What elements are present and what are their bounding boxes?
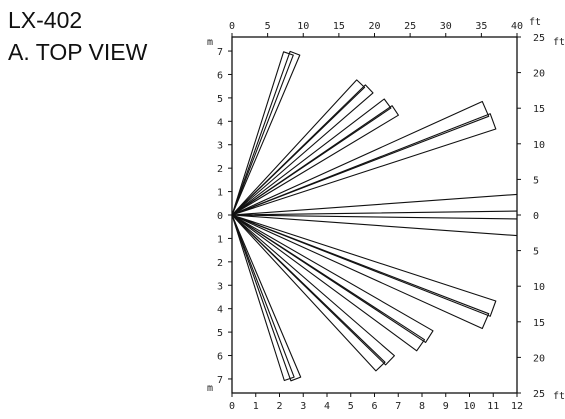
detection-beam [232,214,490,330]
right-ft-tick-label: 5 [533,175,539,186]
left-m-tick-label: 1 [217,188,223,199]
detection-beam [232,214,517,237]
detection-beam [232,214,395,366]
detection-beam [232,98,392,216]
bottom-m-tick-label: 5 [348,401,354,412]
bottom-m-tick-label: 4 [324,401,330,412]
top-ft-tick-label: 5 [265,21,271,32]
detection-beam [232,214,426,352]
right-ft-tick-label: 5 [533,247,539,258]
top-ft-unit-label: ft [529,17,541,28]
right-ft-tick-label: 15 [533,318,545,329]
view-title: A. TOP VIEW [8,39,148,65]
plot-frame [231,36,518,394]
right-ft-unit-label-bottom: ft [553,391,565,402]
top-ft-tick-label: 35 [475,21,487,32]
bottom-m-tick-label: 0 [229,401,235,412]
bottom-m-tick-label: 8 [419,401,425,412]
detection-beam [232,214,295,382]
left-m-tick-label: 5 [217,328,223,339]
right-ft-tick-label: 15 [533,104,545,115]
detection-beam [232,214,302,382]
left-m-unit-label-top: m [207,37,213,48]
left-m-tick-label: 6 [217,352,223,363]
detection-beam [232,100,490,216]
axis-ticks [228,33,521,397]
bottom-m-tick-label: 7 [395,401,401,412]
right-ft-tick-label: 25 [533,389,545,400]
detection-beams [232,50,517,382]
right-ft-tick-label: 20 [533,353,545,364]
top-ft-tick-label: 10 [297,21,309,32]
left-m-tick-label: 4 [217,305,223,316]
bottom-m-tick-label: 1 [253,401,259,412]
bottom-m-tick-label: 10 [463,401,475,412]
left-m-tick-label: 7 [217,375,223,386]
detection-beam [232,79,366,216]
bottom-m-tick-label: 3 [300,401,306,412]
detection-beam [232,193,517,216]
detection-beam [232,214,434,343]
bottom-m-tick-label: 9 [443,401,449,412]
detection-beam [232,84,374,216]
left-m-tick-label: 5 [217,94,223,105]
bottom-m-tick-label: 11 [487,401,499,412]
left-m-tick-label: 2 [217,258,223,269]
bottom-m-tick-label: 6 [371,401,377,412]
detection-beam [232,105,399,216]
detection-beam [232,50,301,216]
detection-beam [232,214,497,317]
right-ft-tick-label: 20 [533,69,545,80]
top-ft-tick-label: 25 [404,21,416,32]
left-m-tick-label: 6 [217,70,223,81]
model-title: LX-402 [8,7,83,33]
detection-beam [232,51,294,216]
left-m-tick-label: 4 [217,117,223,128]
top-ft-tick-label: 15 [333,21,345,32]
detection-beam [232,214,386,372]
right-ft-tick-label: 25 [533,33,545,44]
left-m-tick-label: 2 [217,164,223,175]
bottom-m-tick-label: 12 [511,401,523,412]
bottom-m-tick-label: 2 [276,401,282,412]
right-ft-tick-label: 10 [533,140,545,151]
axis-labels: 0 5 10 15 20 25 30 35 40 ft0 1 2 3 4 5 6 7 8 9 10 11 12765432… [207,17,565,412]
left-m-tick-label: 0 [217,211,223,222]
top-ft-tick-label: 0 [229,21,235,32]
left-m-tick-label: 3 [217,281,223,292]
right-ft-tick-label: 10 [533,282,545,293]
left-m-tick-label: 1 [217,234,223,245]
left-m-unit-label-bottom: m [207,383,213,394]
right-ft-tick-label: 0 [533,211,539,222]
right-ft-unit-label-top: ft [553,37,565,48]
top-ft-tick-label: 40 [511,21,523,32]
top-ft-tick-label: 30 [440,21,452,32]
top-ft-tick-label: 20 [368,21,380,32]
left-m-tick-label: 7 [217,47,223,58]
left-m-tick-label: 3 [217,141,223,152]
detection-beam [232,113,497,216]
